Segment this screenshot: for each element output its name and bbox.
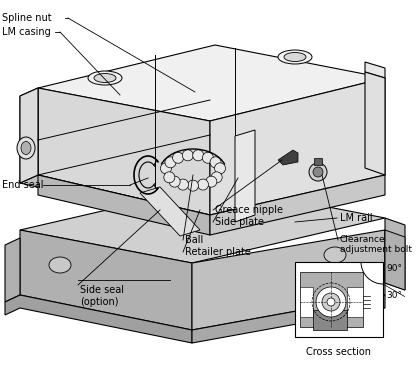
Polygon shape <box>365 62 385 78</box>
Text: End seal: End seal <box>2 180 44 190</box>
Polygon shape <box>20 175 210 223</box>
Circle shape <box>202 152 213 163</box>
Polygon shape <box>20 230 192 330</box>
Text: Side plate: Side plate <box>215 217 264 227</box>
Text: Greace nipple: Greace nipple <box>215 205 283 215</box>
Polygon shape <box>20 140 38 183</box>
Circle shape <box>193 150 204 161</box>
Polygon shape <box>235 130 255 222</box>
Text: 90°: 90° <box>386 264 402 273</box>
Ellipse shape <box>322 293 340 311</box>
Ellipse shape <box>17 137 35 159</box>
Circle shape <box>309 163 327 181</box>
Text: LM casing: LM casing <box>2 27 51 37</box>
Ellipse shape <box>284 53 306 61</box>
Polygon shape <box>210 175 385 235</box>
Circle shape <box>187 180 199 191</box>
Circle shape <box>215 163 226 174</box>
Polygon shape <box>5 238 20 302</box>
Polygon shape <box>278 150 298 165</box>
Polygon shape <box>5 295 192 343</box>
Circle shape <box>182 150 193 161</box>
Polygon shape <box>20 185 385 263</box>
Polygon shape <box>38 88 210 215</box>
Ellipse shape <box>21 142 31 154</box>
Circle shape <box>210 157 221 168</box>
Text: Cross section: Cross section <box>307 347 372 357</box>
Ellipse shape <box>278 50 312 64</box>
Polygon shape <box>192 295 385 343</box>
Ellipse shape <box>316 287 346 317</box>
Circle shape <box>211 172 222 183</box>
Polygon shape <box>192 230 385 330</box>
Polygon shape <box>385 218 405 290</box>
Circle shape <box>197 179 208 190</box>
Circle shape <box>169 176 180 187</box>
Text: Spline nut: Spline nut <box>2 13 52 23</box>
Text: Side seal
(option): Side seal (option) <box>80 285 124 307</box>
Polygon shape <box>347 287 363 317</box>
Polygon shape <box>20 88 38 183</box>
Circle shape <box>173 152 184 163</box>
Circle shape <box>165 157 176 168</box>
Polygon shape <box>313 310 347 330</box>
Circle shape <box>164 172 175 183</box>
Ellipse shape <box>324 247 346 263</box>
Text: Ball: Ball <box>185 235 203 245</box>
Polygon shape <box>300 272 363 327</box>
Text: 30°: 30° <box>386 292 402 300</box>
Text: Retailer plate: Retailer plate <box>185 247 251 257</box>
Circle shape <box>160 163 171 174</box>
Ellipse shape <box>88 71 122 85</box>
Polygon shape <box>300 287 313 317</box>
Polygon shape <box>385 230 405 290</box>
Polygon shape <box>314 158 322 165</box>
Ellipse shape <box>49 257 71 273</box>
Circle shape <box>313 167 323 177</box>
Circle shape <box>206 176 217 187</box>
Circle shape <box>178 179 189 190</box>
Text: LM rail: LM rail <box>340 213 373 223</box>
Polygon shape <box>365 72 385 175</box>
Ellipse shape <box>327 298 335 306</box>
Polygon shape <box>210 78 385 215</box>
Polygon shape <box>20 88 38 148</box>
Polygon shape <box>38 175 210 235</box>
Polygon shape <box>140 187 200 236</box>
Text: Clearance
adjustment bolt: Clearance adjustment bolt <box>340 235 412 254</box>
Ellipse shape <box>94 73 116 82</box>
Polygon shape <box>295 262 383 337</box>
Polygon shape <box>38 45 385 121</box>
